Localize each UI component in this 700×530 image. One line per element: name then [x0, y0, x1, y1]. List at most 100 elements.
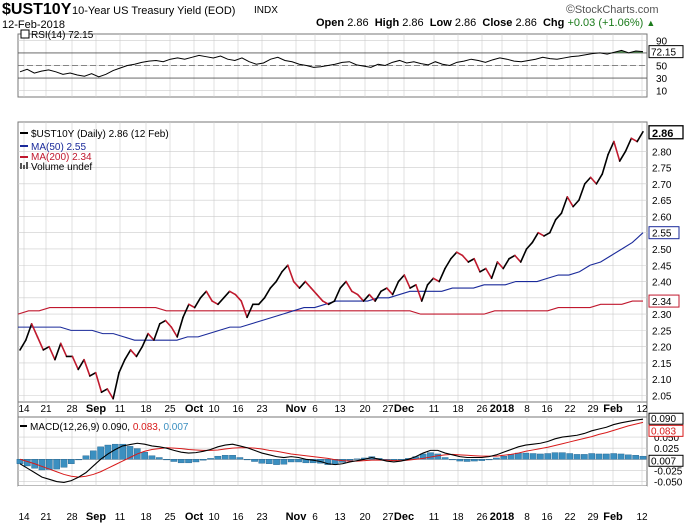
price-segment — [473, 257, 481, 273]
price-segment — [339, 280, 347, 289]
macd-signal-line — [19, 421, 644, 478]
rsi-last-value-box — [648, 45, 684, 59]
x-tick-label: 6 — [312, 404, 318, 415]
x-tick-label: 10 — [208, 404, 220, 415]
macd-legend-name: MACD(12,26,9) — [30, 422, 102, 433]
macd-histogram-bar — [53, 459, 60, 470]
open-value: 2.86 — [347, 17, 369, 29]
x-tick-label: 20 — [359, 512, 371, 523]
price-segment — [484, 267, 493, 280]
macd-histogram-bar — [185, 459, 192, 464]
macd-histogram-bar — [566, 453, 574, 460]
rsi-tick-label: 50 — [656, 62, 668, 73]
legend-price: $UST10Y (Daily) 2.86 (12 Feb) — [31, 129, 169, 140]
macd-histogram-bar — [229, 455, 236, 460]
ma50-last-value-box — [648, 226, 680, 240]
price-segment — [281, 264, 289, 273]
price-tick-label: 2.10 — [652, 375, 672, 386]
price-segment — [222, 290, 231, 299]
macd-tick-label: 0.050 — [654, 433, 679, 444]
macd-histogram-bar — [573, 454, 581, 460]
price-tick-label: 2.70 — [652, 180, 672, 191]
ma200-last-value-box — [648, 294, 680, 308]
price-segment — [304, 280, 312, 289]
x-axis-strip-top — [17, 401, 648, 418]
price-segment — [188, 303, 196, 309]
price-tick-label: 2.45 — [652, 261, 672, 272]
price-segment — [141, 332, 149, 348]
x-tick-label: 13 — [334, 512, 346, 523]
price-segment — [374, 290, 382, 302]
macd-histogram-bar — [170, 459, 178, 462]
x-tick-label: Feb — [603, 511, 623, 523]
price-segment — [508, 254, 516, 260]
rsi-legend: RSI(14) 72.15 — [31, 30, 94, 41]
price-segment — [514, 254, 522, 263]
x-tick-label: 23 — [256, 512, 268, 523]
x-tick-label: 29 — [587, 512, 599, 523]
x-tick-label: 25 — [164, 512, 176, 523]
up-arrow-icon: ▲ — [646, 18, 656, 28]
x-tick-label: 28 — [66, 512, 78, 523]
price-last-value: 2.86 — [652, 128, 673, 140]
price-segment — [25, 323, 33, 341]
x-tick-label: 14 — [18, 404, 30, 415]
price-segment — [537, 231, 545, 237]
price-segment — [607, 140, 615, 156]
price-segment — [158, 319, 167, 325]
rsi-tick-label: 10 — [656, 87, 668, 98]
signal-last-value-box — [648, 424, 684, 437]
x-tick-label: 28 — [66, 404, 78, 415]
price-segment — [618, 150, 627, 162]
macd-histogram-bar — [603, 453, 610, 460]
price-segment — [531, 231, 539, 244]
macd-histogram-bar — [485, 459, 493, 461]
x-tick-label: 11 — [115, 512, 126, 523]
price-segment — [246, 303, 254, 319]
close-label: Close — [482, 17, 513, 29]
macd-histogram-bar — [515, 452, 522, 460]
price-segment — [543, 231, 551, 237]
x-tick-label: 14 — [18, 512, 30, 523]
macd-histogram-bar — [155, 457, 163, 460]
price-segment — [415, 283, 423, 302]
x-tick-label: Nov — [286, 511, 308, 523]
macd-histogram-bar — [559, 452, 566, 460]
price-tick-label: 2.15 — [652, 359, 672, 370]
macd-histogram-bar — [493, 457, 500, 460]
macd-histogram-bar — [67, 459, 75, 464]
macd-histogram-bar — [397, 459, 405, 461]
legend-ma50: MA(50) 2.55 — [31, 142, 86, 153]
price-segment — [583, 176, 592, 185]
price-segment — [333, 287, 342, 302]
open-label: Open — [316, 17, 345, 29]
x-tick-label: 26 — [476, 404, 488, 415]
price-segment — [182, 303, 190, 319]
x-tick-label: 18 — [140, 512, 152, 523]
macd-histogram-bar — [141, 451, 148, 460]
price-tick-label: 2.75 — [652, 164, 672, 175]
price-segment — [432, 277, 441, 283]
x-tick-label: 16 — [232, 512, 244, 523]
x-tick-label: Sep — [86, 403, 106, 415]
price-segment — [135, 345, 144, 358]
price-segment — [595, 173, 604, 185]
macd-histogram-bar — [617, 453, 625, 460]
price-segment — [112, 371, 120, 400]
price-segment — [321, 300, 330, 306]
macd-histogram-bar — [221, 455, 229, 460]
price-tick-label: 2.60 — [652, 212, 672, 223]
price-segment — [450, 251, 458, 260]
macd-histogram-bar — [199, 459, 207, 461]
price-segment — [263, 287, 272, 299]
x-tick-label: 13 — [334, 404, 346, 415]
x-tick-label: 11 — [429, 404, 440, 415]
legend-swatch-volume — [20, 163, 22, 169]
macd-histogram-bar — [581, 454, 588, 460]
macd-last-value: 0.090 — [651, 414, 676, 425]
macd-histogram-bar — [111, 443, 119, 460]
x-tick-label: 2018 — [490, 511, 514, 523]
x-tick-label: 25 — [164, 404, 176, 415]
macd-legend-signal: 0.083, — [133, 422, 164, 433]
